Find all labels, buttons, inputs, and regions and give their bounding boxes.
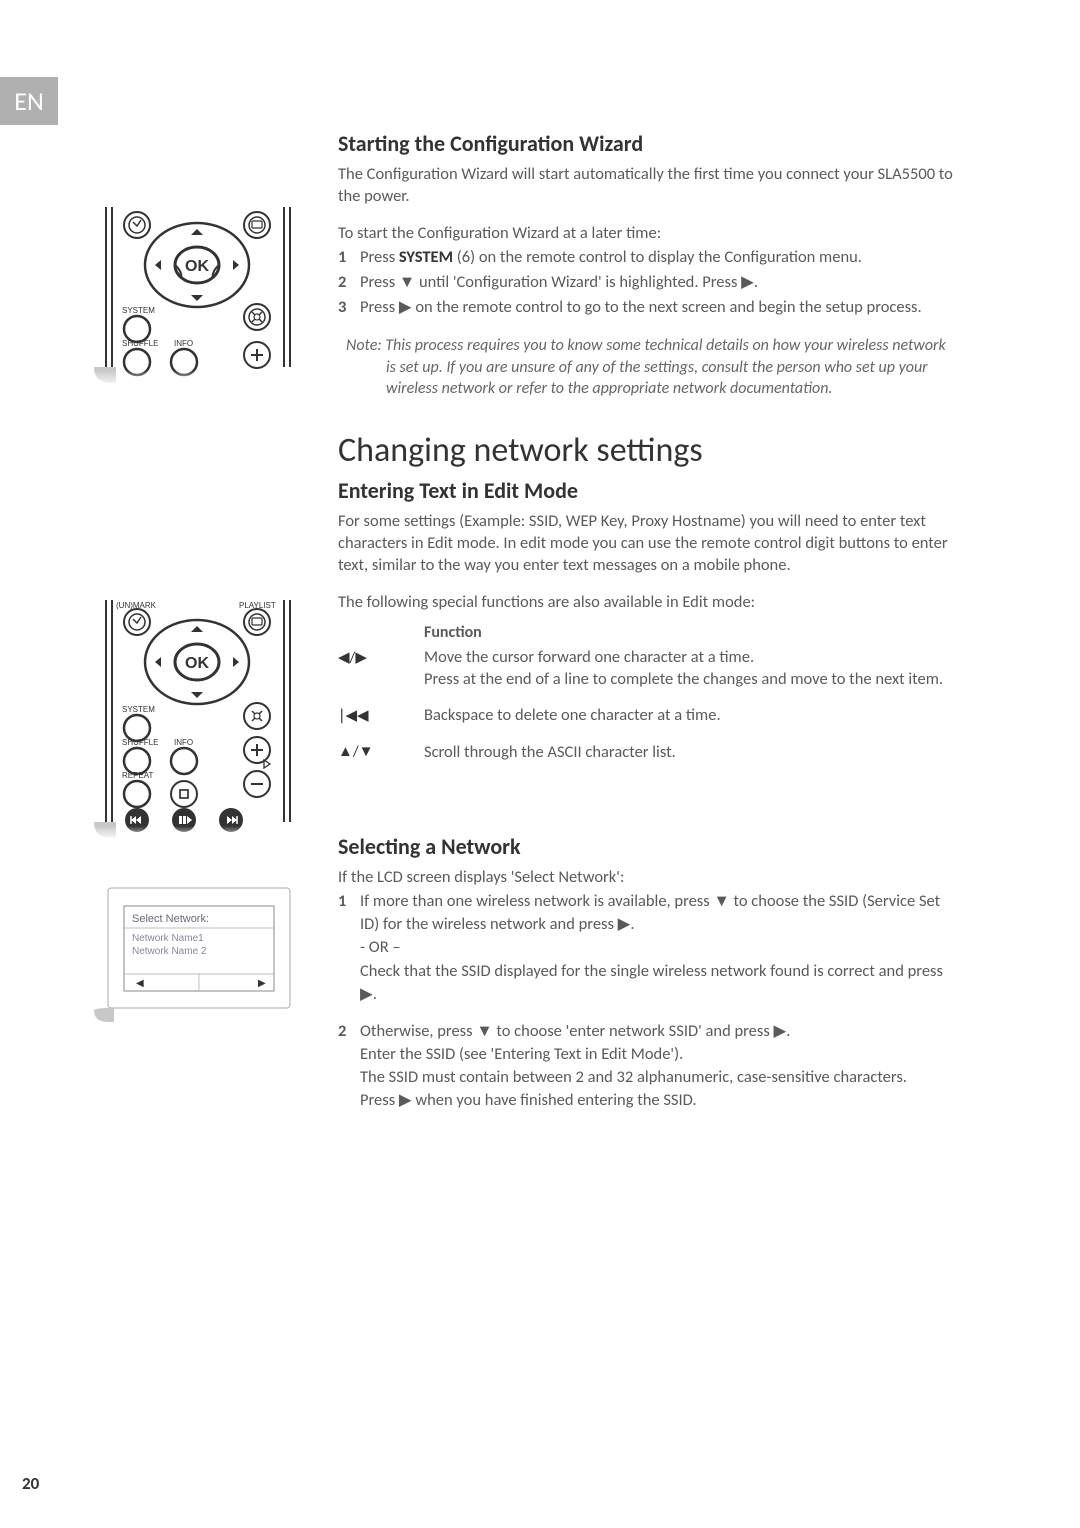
symbol-backspace: ∣◀◀: [338, 704, 424, 726]
main-content: Starting the Configuration Wizard The Co…: [338, 130, 958, 1128]
section1-intro: The Configuration Wizard will start auto…: [338, 163, 958, 208]
page-number: 20: [22, 1473, 39, 1494]
remote-control-illustration-middle: (UN)MARK PLAYLIST OK SYSTEM SHUFFLE INFO…: [94, 600, 304, 840]
repeat-label: REPEAT: [122, 771, 154, 780]
function-table: Function ◀/▶ Move the cursor forward one…: [338, 623, 958, 763]
section2-intro: For some settings (Example: SSID, WEP Ke…: [338, 510, 958, 577]
section2-subintro: The following special functions are also…: [338, 591, 958, 613]
lcd-right-arrow: ▶: [258, 976, 266, 989]
svg-text:INFO: INFO: [174, 738, 193, 747]
section2-heading: Entering Text in Edit Mode: [338, 477, 958, 504]
lcd-screen-illustration: Select Network: Network Name1 Network Na…: [94, 882, 304, 1027]
section3-intro: If the LCD screen displays 'Select Netwo…: [338, 866, 958, 888]
svg-text:SHUFFLE: SHUFFLE: [122, 738, 158, 747]
ok-label: OK: [185, 258, 209, 275]
section3-steps: 1If more than one wireless network is av…: [338, 890, 958, 1112]
symbol-left-right: ◀/▶: [338, 646, 424, 691]
language-tab: EN: [0, 77, 58, 125]
svg-text:OK: OK: [185, 655, 209, 672]
lcd-line2: Network Name 2: [132, 946, 207, 957]
function-table-header: Function: [424, 623, 958, 642]
section2-title: Changing network settings: [338, 430, 958, 471]
section1-heading: Starting the Configuration Wizard: [338, 130, 958, 157]
function-row: ▲/▼ Scroll through the ASCII character l…: [338, 741, 958, 763]
lcd-line1: Network Name1: [132, 933, 204, 944]
section1-later-intro: To start the Configuration Wizard at a l…: [338, 222, 958, 244]
shuffle-label: SHUFFLE: [122, 339, 158, 348]
system-label: SYSTEM: [122, 306, 155, 315]
function-row: ◀/▶ Move the cursor forward one characte…: [338, 646, 958, 691]
section1-steps: 1Press SYSTEM (6) on the remote control …: [338, 246, 958, 319]
svg-text:SYSTEM: SYSTEM: [122, 705, 155, 714]
symbol-up-down: ▲/▼: [338, 741, 424, 763]
section1-note: Note: This process requires you to know …: [338, 335, 958, 400]
remote-control-illustration-top: OK SYSTEM SHUFFLE INFO: [94, 207, 304, 387]
section3-heading: Selecting a Network: [338, 833, 958, 860]
lcd-title: Select Network:: [132, 913, 209, 925]
lcd-left-arrow: ◀: [136, 976, 144, 989]
info-label: INFO: [174, 339, 193, 348]
function-row: ∣◀◀ Backspace to delete one character at…: [338, 704, 958, 726]
